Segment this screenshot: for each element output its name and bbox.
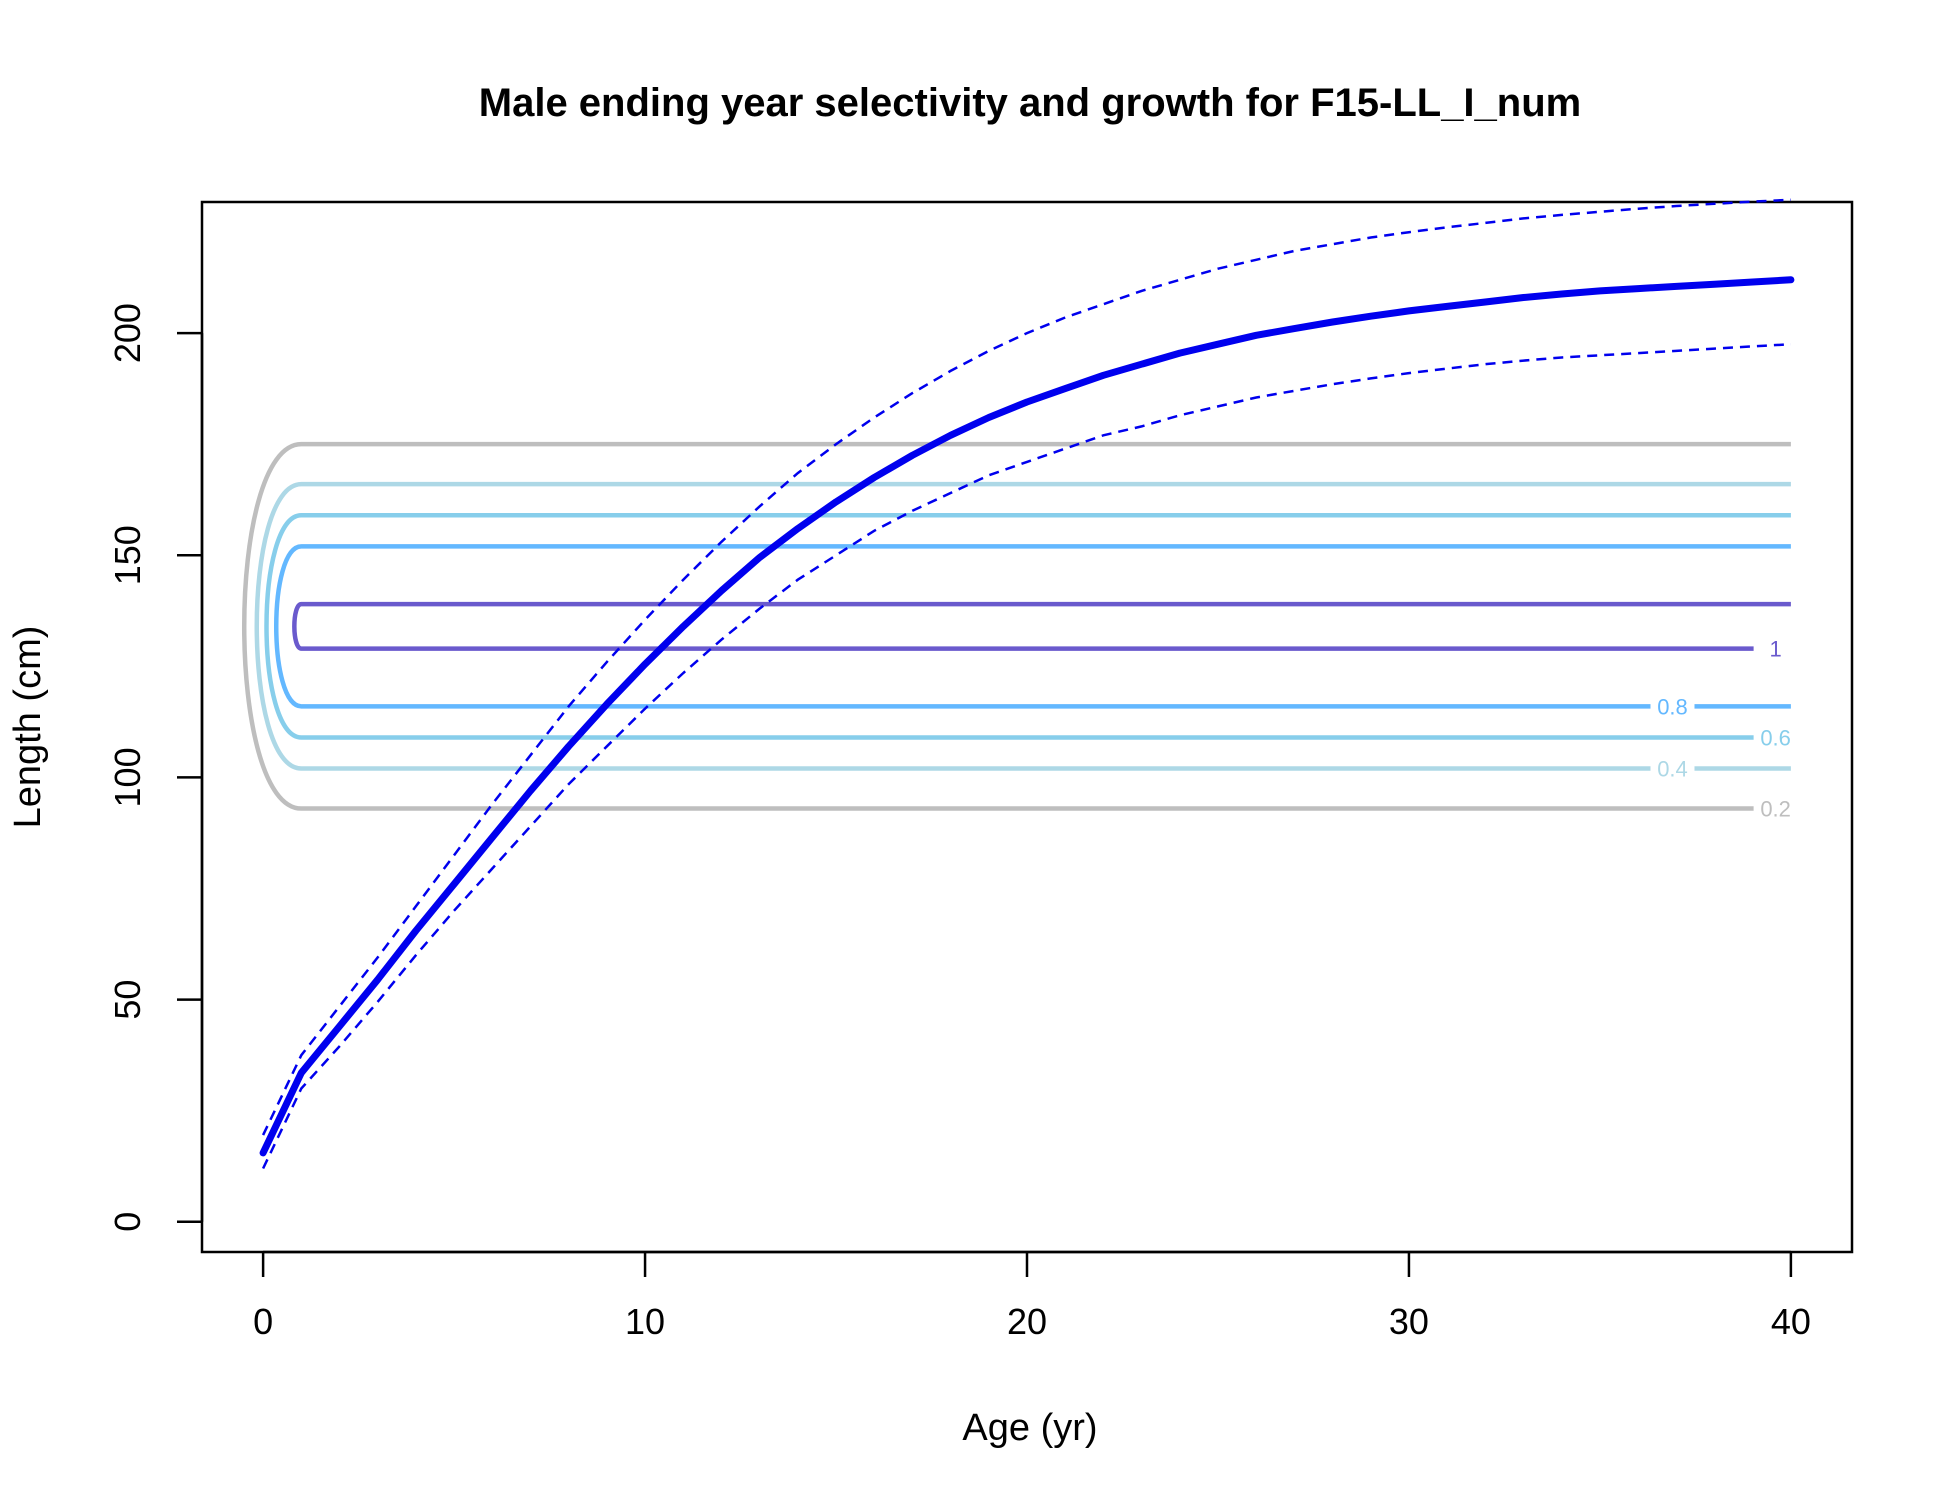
contour-0-4 xyxy=(254,481,1791,771)
y-tick-label: 0 xyxy=(107,1212,148,1232)
contour-label-gap xyxy=(1650,756,1695,781)
growth-upper-bound xyxy=(261,198,1791,1136)
y-tick-label: 200 xyxy=(107,303,148,363)
contour-label-gap xyxy=(1753,725,1798,750)
y-axis-title: Length (cm) xyxy=(7,626,49,829)
x-tick-label: 30 xyxy=(1389,1301,1429,1342)
x-tick-label: 0 xyxy=(253,1301,273,1342)
selectivity-contours: 0.2 0.4 0.6 0.8 1 xyxy=(242,441,1798,822)
x-tick-label: 20 xyxy=(1007,1301,1047,1342)
contour-label-gap xyxy=(1753,796,1798,821)
x-tick-label: 10 xyxy=(625,1301,665,1342)
x-axis: 0 10 20 30 40 xyxy=(253,1250,1811,1342)
x-tick-label: 40 xyxy=(1771,1301,1811,1342)
y-axis: 0 50 100 150 200 xyxy=(107,303,204,1232)
contour-label-gap xyxy=(1650,694,1695,719)
plot-frame xyxy=(200,200,1854,1254)
y-tick-label: 100 xyxy=(107,747,148,807)
contour-label-gap xyxy=(1753,636,1798,661)
y-tick-label: 50 xyxy=(107,980,148,1020)
growth-lower-bound xyxy=(261,342,1791,1170)
contour-label: 0.4 xyxy=(1657,757,1688,782)
contour-label: 0.6 xyxy=(1760,725,1791,750)
contour-0-8 xyxy=(273,544,1791,709)
chart-title: Male ending year selectivity and growth … xyxy=(479,81,1581,125)
contour-label: 0.2 xyxy=(1760,797,1791,822)
growth-mean-curve xyxy=(259,276,1795,1157)
contour-label: 1 xyxy=(1769,637,1781,662)
contour-label: 0.8 xyxy=(1657,694,1688,719)
contour-0-2 xyxy=(242,441,1791,811)
contour-0-6 xyxy=(264,513,1791,740)
x-axis-title: Age (yr) xyxy=(962,1407,1097,1449)
contour-1 xyxy=(292,601,1791,651)
y-tick-label: 150 xyxy=(107,525,148,585)
growth-curves xyxy=(259,198,1795,1170)
